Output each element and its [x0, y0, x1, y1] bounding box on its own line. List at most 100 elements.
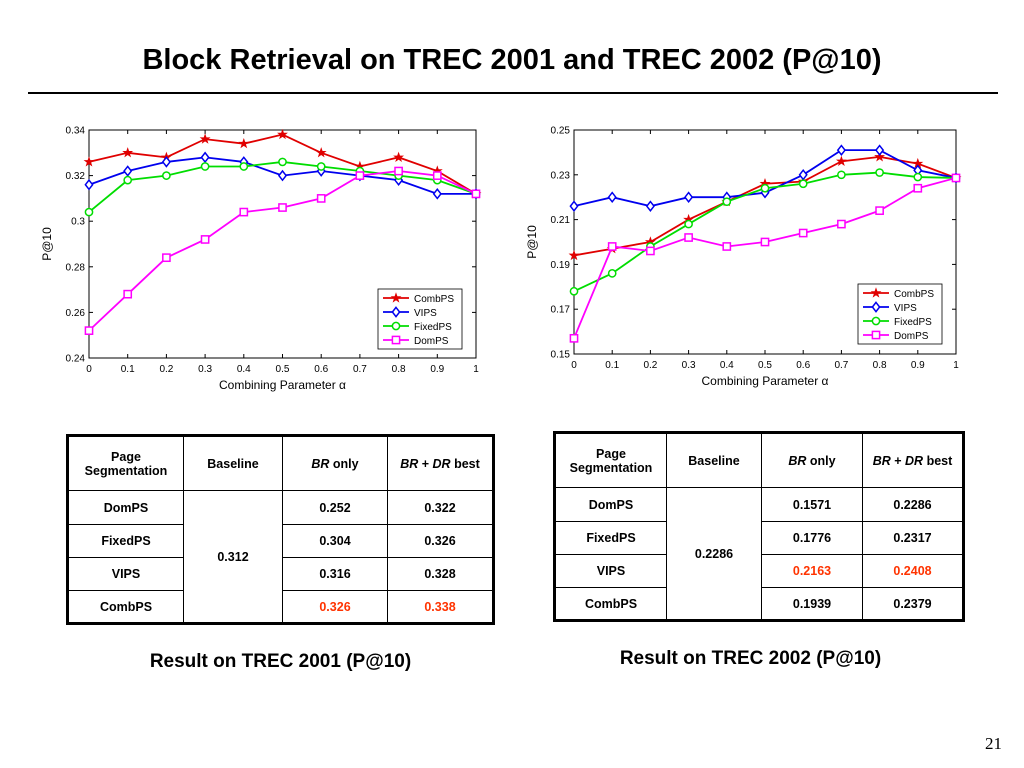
y-tick-label: 0.3	[71, 217, 85, 228]
y-tick-label: 0.28	[66, 262, 86, 273]
legend-label: DomPS	[414, 336, 449, 347]
cell-br-dr-best: 0.328	[387, 557, 494, 591]
header-br-dr-best: BR + DR best	[862, 432, 964, 488]
header-brdr-dr: DR	[432, 456, 451, 471]
cell-segmentation: FixedPS	[554, 521, 667, 555]
header-br-suffix: only	[329, 456, 359, 471]
data-point	[162, 253, 171, 263]
data-point	[238, 137, 250, 149]
table-row: CombPS 0.326 0.338	[67, 590, 494, 624]
cell-segmentation: CombPS	[554, 587, 667, 621]
cell-br-only: 0.1939	[761, 587, 863, 621]
cell-baseline: 0.2286	[666, 487, 762, 621]
y-tick-label: 0.34	[66, 126, 86, 137]
x-tick-label: 0.4	[237, 364, 251, 375]
cell-br-dr-best-highlight: 0.2408	[862, 554, 964, 588]
cell-br-dr-best-highlight: 0.338	[387, 590, 494, 624]
cell-br-only-highlight: 0.2163	[761, 554, 863, 588]
x-tick-label: 0.8	[392, 364, 406, 375]
legend: CombPS VIPS FixedPS DomPS	[377, 288, 463, 350]
data-point	[123, 289, 133, 299]
table-row: DomPS 0.2286 0.1571 0.2286	[554, 487, 964, 621]
header-brdr-plus: +	[890, 453, 906, 468]
data-point	[239, 162, 249, 171]
data-point	[393, 151, 405, 162]
legend-marker	[391, 321, 401, 331]
data-point	[200, 235, 210, 244]
y-tick-label: 0.26	[66, 308, 86, 319]
header-br-suffix: only	[806, 453, 836, 468]
series-combps	[83, 128, 482, 199]
data-point	[122, 147, 134, 158]
series-domps	[84, 166, 481, 335]
data-point	[278, 157, 287, 167]
header-brdr-dr: DR	[905, 453, 924, 468]
data-point	[315, 147, 327, 158]
cell-br-dr-best: 0.2379	[862, 587, 964, 621]
data-point	[239, 207, 249, 217]
slide-title: Block Retrieval on TREC 2001 and TREC 20…	[142, 44, 882, 76]
y-tick-label: 0.24	[66, 354, 86, 365]
x-tick-label: 0.9	[430, 364, 444, 375]
header-brdr-br: BR	[400, 456, 419, 471]
header-brdr-plus: +	[418, 456, 433, 471]
cell-br-only: 0.252	[282, 490, 388, 525]
cell-br-only: 0.316	[282, 557, 388, 591]
cell-br-only-highlight: 0.326	[282, 590, 388, 624]
data-point	[316, 162, 326, 171]
cell-br-dr-best: 0.2286	[862, 487, 964, 522]
header-page-segmentation: Page Segmentation	[554, 432, 667, 488]
data-point	[84, 178, 94, 191]
x-tick-label: 0	[86, 364, 92, 375]
x-tick-label: 0.5	[276, 364, 290, 375]
data-point	[432, 188, 442, 200]
caption-trec-2002: Result on TREC 2002 (P@10)	[619, 648, 882, 669]
data-point	[200, 162, 210, 171]
data-point	[162, 171, 171, 180]
x-axis-label: Combining Parameter α	[219, 378, 346, 392]
y-tick-label: 0.32	[66, 171, 86, 182]
data-point	[471, 189, 481, 199]
data-point	[355, 171, 365, 180]
data-point	[200, 151, 210, 164]
cell-br-dr-best: 0.326	[387, 524, 494, 558]
header-brdr-suffix: best	[450, 456, 480, 471]
y-axis-label: P@10	[40, 227, 54, 261]
data-point	[432, 171, 442, 180]
header-baseline: Baseline	[666, 432, 762, 488]
cell-br-only: 0.1776	[761, 521, 863, 555]
data-point	[316, 194, 326, 203]
legend-label: CombPS	[414, 294, 454, 305]
results-table-trec-2002: Page Segmentation Baseline BR only BR + …	[553, 431, 965, 622]
x-tick-label: 0.1	[121, 364, 135, 375]
cell-br-dr-best: 0.322	[387, 490, 494, 525]
page-number: 21	[985, 734, 1002, 753]
legend-label: FixedPS	[414, 322, 452, 333]
header-brdr-br: BR	[872, 453, 891, 468]
header-page-segmentation: Page Segmentation	[67, 435, 184, 491]
title-divider	[28, 92, 998, 94]
legend-marker	[391, 306, 401, 318]
data-point	[277, 128, 288, 140]
cell-segmentation: FixedPS	[67, 524, 184, 558]
cell-segmentation: VIPS	[67, 557, 184, 591]
table-header-row: Page Segmentation Baseline BR only BR + …	[67, 435, 494, 491]
legend-label: VIPS	[414, 308, 437, 319]
header-br-label: BR	[311, 456, 330, 471]
table-row: CombPS 0.1939 0.2379	[554, 587, 964, 621]
cell-br-dr-best: 0.2317	[862, 521, 964, 555]
data-point	[278, 203, 287, 212]
cell-baseline: 0.312	[183, 490, 283, 624]
cell-segmentation: DomPS	[67, 490, 184, 525]
data-point	[161, 156, 171, 168]
x-tick-label: 0.7	[353, 364, 367, 375]
legend-marker	[391, 335, 401, 345]
header-br-only: BR only	[761, 432, 863, 488]
data-point	[394, 166, 403, 176]
results-table-trec-2001: Page Segmentation Baseline BR only BR + …	[66, 434, 495, 625]
cell-br-only: 0.304	[282, 524, 388, 558]
data-point	[123, 165, 133, 177]
caption-trec-2001: Result on TREC 2001 (P@10)	[149, 651, 412, 672]
data-point	[84, 326, 94, 335]
